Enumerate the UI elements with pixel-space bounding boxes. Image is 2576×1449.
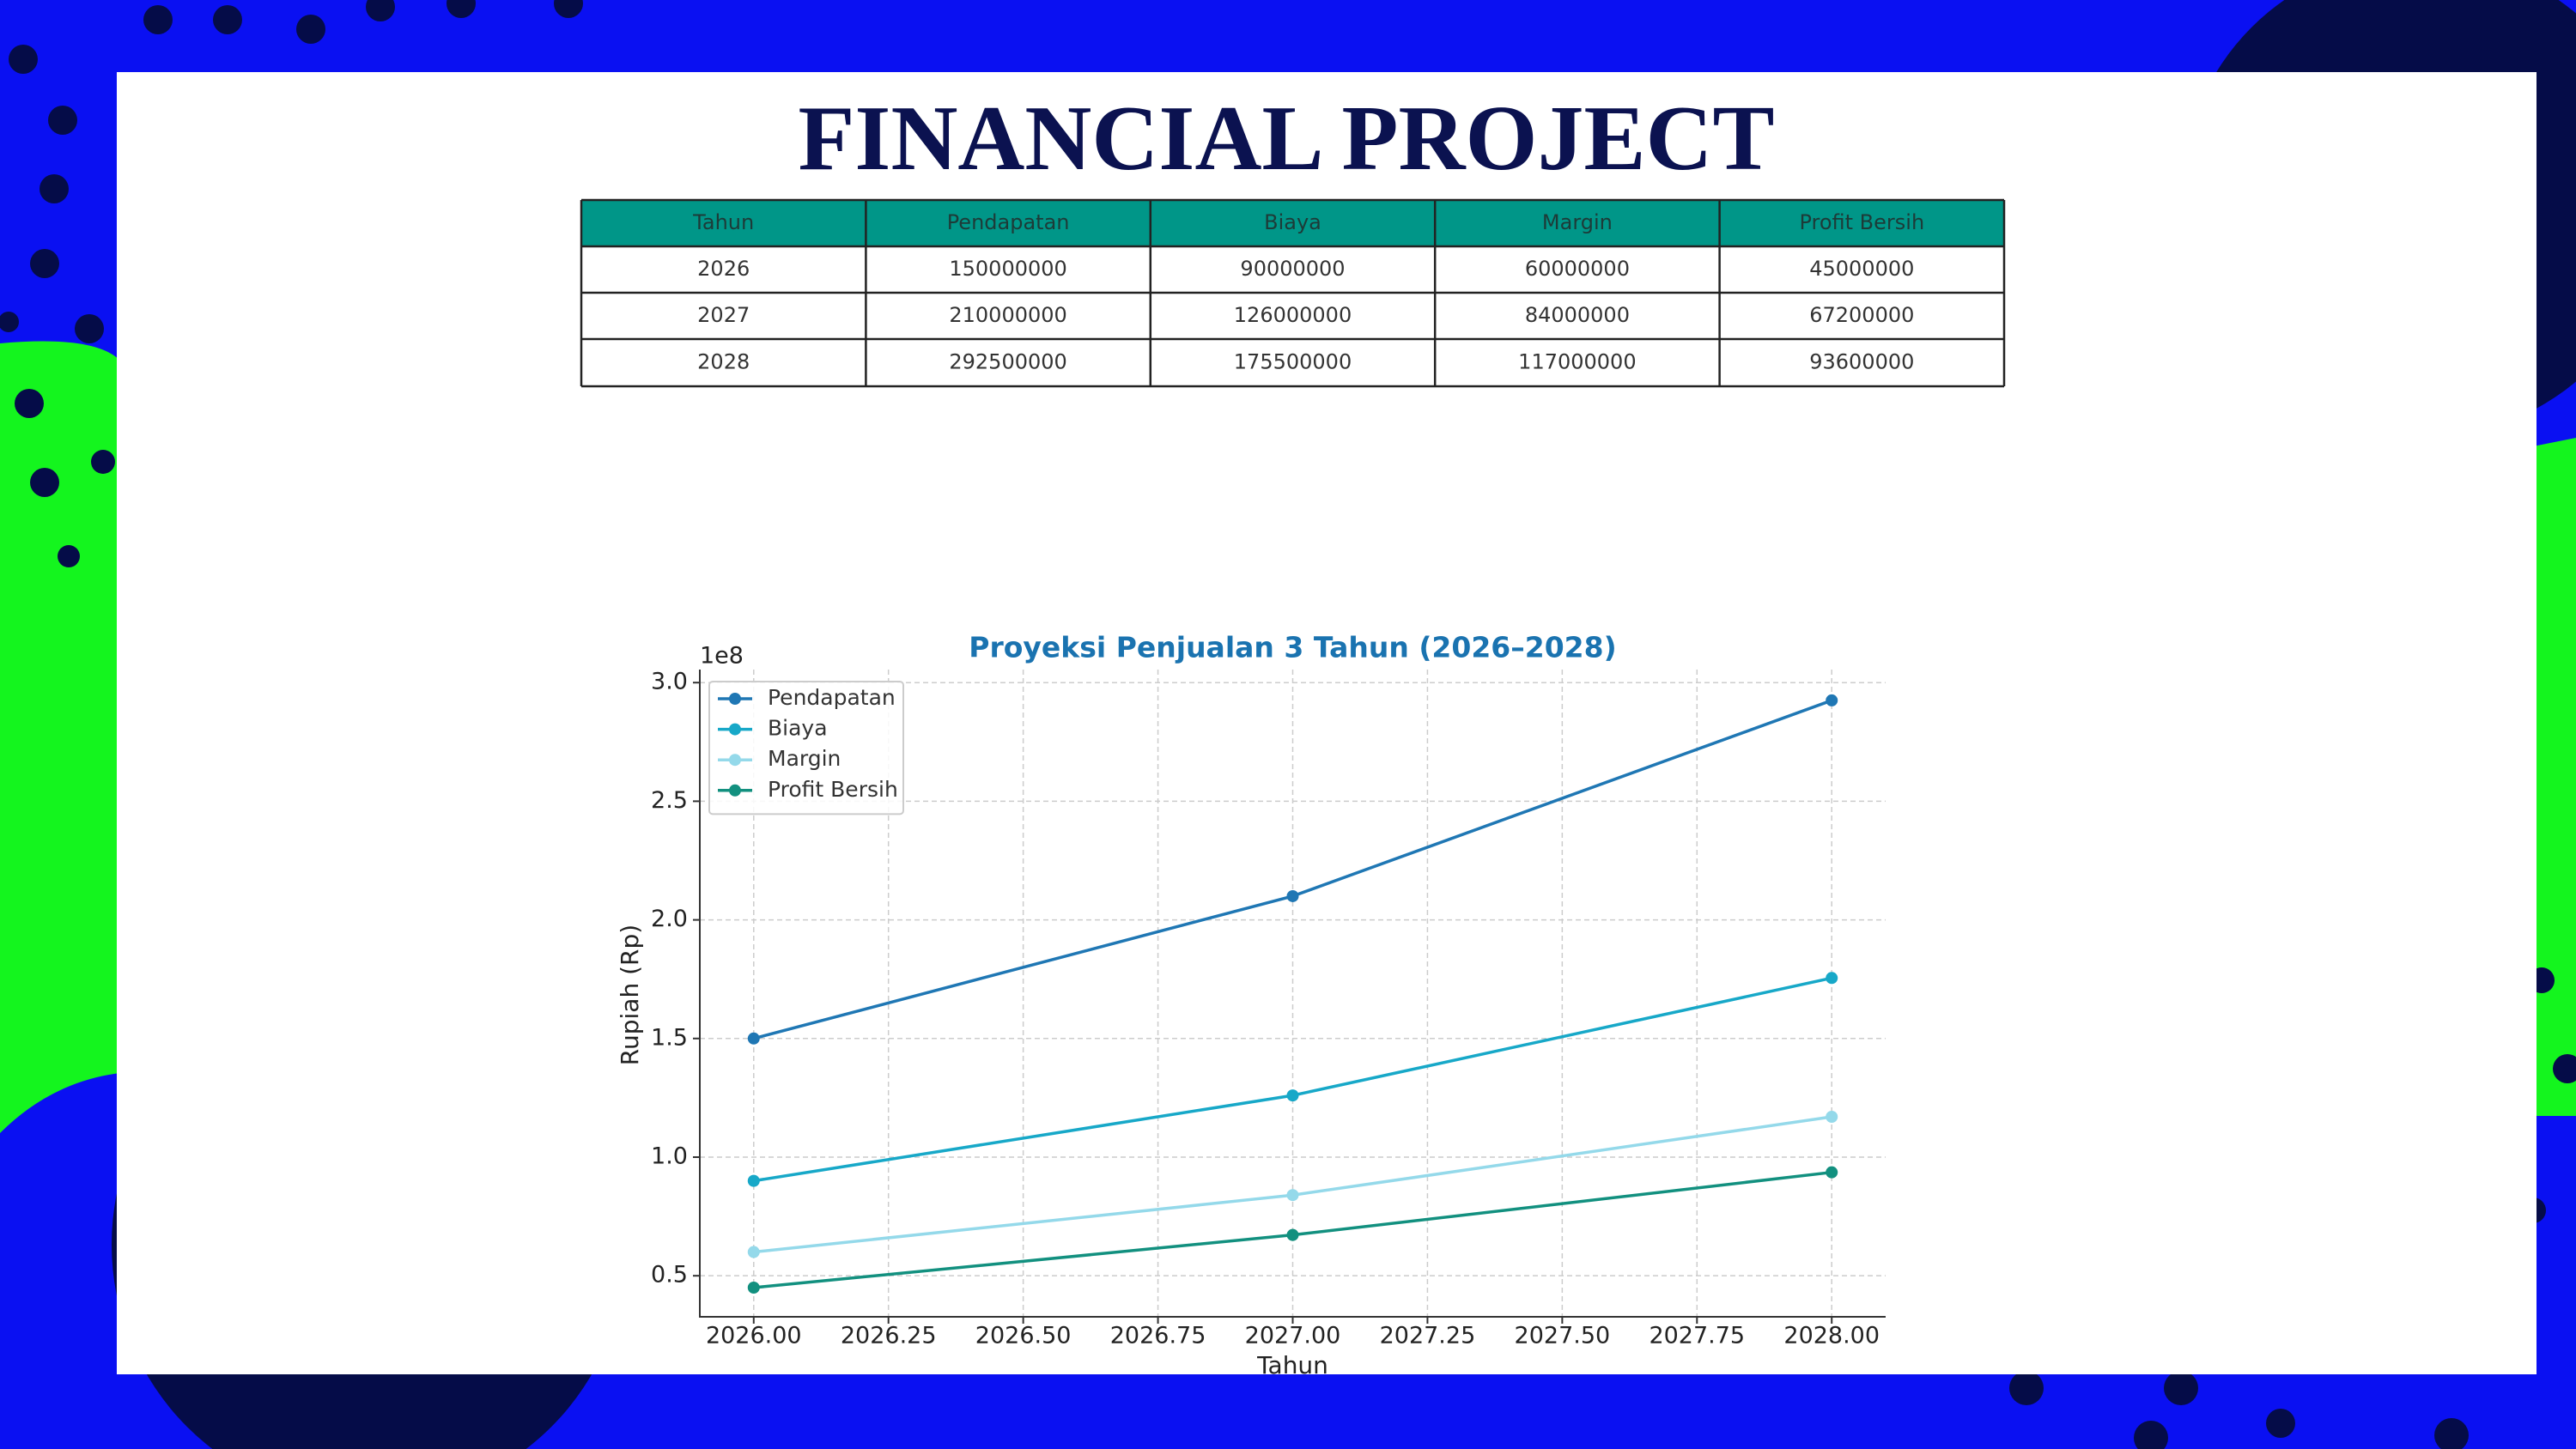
table-cell: 45000000 (1809, 257, 1914, 281)
x-tick-label: 2027.25 (1380, 1323, 1476, 1349)
x-tick-label: 2026.50 (975, 1323, 1072, 1349)
data-point (1286, 1189, 1299, 1202)
legend-label: Profit Bersih (768, 777, 898, 802)
data-point (1826, 1111, 1838, 1124)
legend-label: Margin (768, 746, 841, 771)
y-axis-label: Rupiah (Rp) (616, 925, 644, 1065)
table-cell: 117000000 (1518, 350, 1636, 374)
y-offset-label: 1e8 (700, 643, 744, 670)
legend-box (708, 681, 904, 815)
x-tick-label: 2026.75 (1110, 1323, 1206, 1349)
table-cell: 67200000 (1809, 303, 1914, 327)
y-tick-label: 2.5 (651, 787, 688, 814)
table-cell: 126000000 (1234, 303, 1352, 327)
table-cell: 90000000 (1240, 257, 1345, 281)
data-point (1826, 694, 1838, 706)
table-header-cell: Pendapatan (947, 210, 1070, 234)
legend-marker (729, 754, 741, 767)
data-point (747, 1032, 760, 1045)
table-cell: 150000000 (949, 257, 1066, 281)
green-shape (2533, 438, 2576, 1116)
x-tick-label: 2028.00 (1783, 1323, 1880, 1349)
data-point (1826, 972, 1838, 985)
data-point (1286, 889, 1299, 902)
table-header-cell: Tahun (692, 210, 754, 234)
legend-label: Biaya (768, 716, 828, 741)
table-cell: 292500000 (949, 350, 1066, 374)
table-cell: 84000000 (1525, 303, 1630, 327)
table-cell: 93600000 (1809, 350, 1914, 374)
legend-marker (729, 693, 741, 705)
y-tick-label: 3.0 (651, 669, 688, 695)
table-header-cell: Biaya (1264, 210, 1321, 234)
table-cell: 210000000 (949, 303, 1066, 327)
y-tick-label: 0.5 (651, 1262, 688, 1288)
data-point (1826, 1166, 1838, 1179)
x-tick-label: 2027.50 (1515, 1323, 1611, 1349)
y-tick-label: 1.5 (651, 1024, 688, 1051)
legend-label: Pendapatan (768, 685, 896, 710)
y-tick-label: 2.0 (651, 906, 688, 932)
data-point (747, 1246, 760, 1258)
x-tick-label: 2026.00 (706, 1323, 802, 1349)
table-cell: 2027 (697, 303, 750, 327)
legend-marker (729, 784, 741, 797)
table-header-cell: Profit Bersih (1799, 210, 1924, 234)
table-cell: 60000000 (1525, 257, 1630, 281)
y-tick-label: 1.0 (651, 1143, 688, 1169)
data-point (747, 1174, 760, 1187)
table-cell: 175500000 (1234, 350, 1352, 374)
table-header-cell: Margin (1542, 210, 1613, 234)
x-tick-label: 2026.25 (841, 1323, 937, 1349)
line-chart: Proyeksi Penjualan 3 Tahun (2026–2028) 0.… (616, 631, 1886, 1379)
x-axis-label: Tahun (1256, 1351, 1328, 1379)
table-cell: 2028 (697, 350, 750, 374)
x-tick-label: 2027.75 (1649, 1323, 1745, 1349)
table-header-bg (581, 200, 2004, 246)
chart-title: Proyeksi Penjualan 3 Tahun (2026–2028) (969, 631, 1616, 664)
table-cell: 2026 (697, 257, 750, 281)
data-point (1286, 1089, 1299, 1102)
green-shape (0, 341, 120, 1133)
data-point (1286, 1228, 1299, 1241)
financial-table: Tahun Pendapatan Biaya Margin Profit Bersih 2… (580, 198, 2006, 388)
axis-spine (699, 670, 1886, 1318)
legend-marker (729, 723, 741, 736)
slide-title: FINANCIAL PROJECT (798, 88, 1774, 190)
data-point (747, 1282, 760, 1294)
x-tick-label: 2027.00 (1245, 1323, 1341, 1349)
